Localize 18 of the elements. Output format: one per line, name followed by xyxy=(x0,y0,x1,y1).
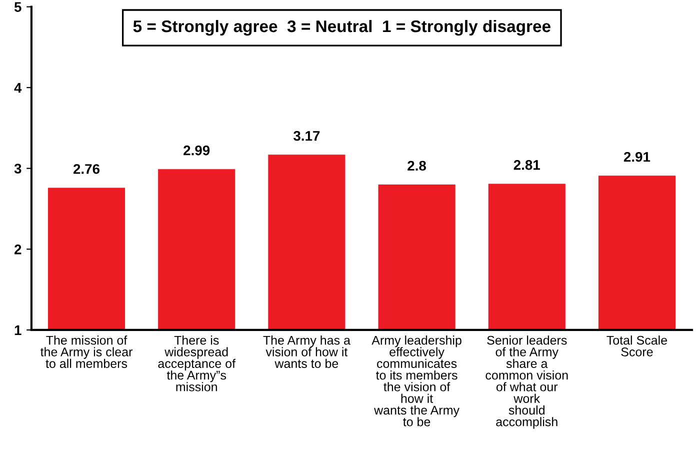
x-tick-label: Army leadership effectively communicates to its members the vision of how it wants the Army to be xyxy=(372,336,462,426)
x-tick-label: The mission of the Army is clear to all members xyxy=(40,336,132,368)
data-label: 3.17 xyxy=(293,130,320,141)
annotation: 5 = Strongly agree 3 = Neutral 1 = Strongly disagree xyxy=(133,20,550,36)
y-tick-label: 4 xyxy=(14,83,22,93)
y-tick-label: 3 xyxy=(14,164,22,174)
x-tick-label: There is widespread acceptance of the Army”s mission xyxy=(158,336,236,392)
data-label: 2.91 xyxy=(624,152,650,162)
y-tick-label: 5 xyxy=(14,2,22,12)
data-label: 2.99 xyxy=(184,145,210,156)
x-tick-label: The Army has a vision of how it wants to be xyxy=(263,336,350,368)
y-tick-label: 2 xyxy=(14,244,22,254)
x-tick-label: Senior leaders of the Army share a common vision of what our work should accomplish xyxy=(486,336,568,429)
data-label: 2.8 xyxy=(408,160,426,171)
x-tick-label: Total Scale Score xyxy=(606,336,667,356)
data-label: 2.81 xyxy=(514,160,540,170)
y-tick-label: 1 xyxy=(14,325,22,335)
data-label: 2.76 xyxy=(73,164,100,174)
